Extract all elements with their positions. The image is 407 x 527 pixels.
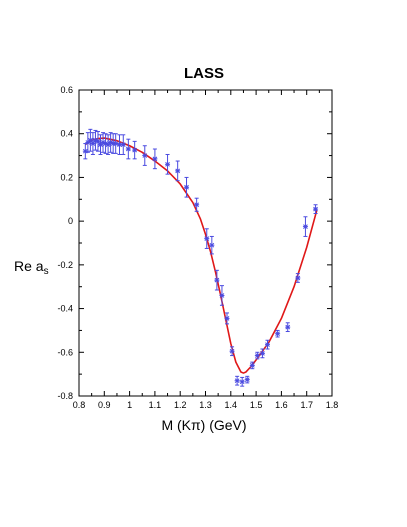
data-point (132, 140, 138, 160)
data-point (229, 346, 235, 357)
data-point (87, 128, 93, 152)
y-axis-label: Re as (14, 258, 49, 277)
data-point (82, 143, 88, 160)
x-tick-label: 1.2 (174, 400, 187, 410)
y-tick-label: -0.6 (57, 347, 73, 357)
data-point (244, 375, 250, 384)
x-tick-label: 1.3 (199, 400, 212, 410)
plot-frame (78, 89, 333, 397)
data-point (116, 134, 122, 155)
fit-line (84, 137, 318, 374)
data-point (313, 204, 319, 214)
y-tick-label: 0.4 (60, 129, 73, 139)
data-point (259, 348, 265, 359)
data-point (224, 312, 230, 325)
data-point (249, 361, 255, 370)
data-point (204, 228, 210, 249)
data-point (95, 131, 101, 152)
data-point (142, 145, 148, 166)
data-point (98, 134, 104, 155)
y-axis: 0.6 0.4 0.2 0 -0.2 -0.4 -0.6 -0.8 (57, 85, 332, 401)
x-axis: 0.8 0.9 1 1.1 1.2 1.3 1.4 1.5 1.6 1.7 1.8 (73, 90, 339, 410)
data-point (165, 153, 171, 175)
data-point (239, 376, 245, 387)
y-tick-label: 0.2 (60, 172, 73, 182)
x-tick-label: 1.5 (250, 400, 263, 410)
data-point (92, 129, 98, 151)
fit-curve (84, 137, 318, 374)
x-tick-label: 1.7 (300, 400, 313, 410)
data-point (275, 329, 281, 338)
data-point (285, 322, 291, 333)
data-point (125, 138, 131, 160)
data-point (264, 339, 270, 350)
data-point (120, 134, 126, 155)
x-tick-label: 1.4 (225, 400, 238, 410)
y-axis-label-main: Re a (14, 258, 44, 274)
x-tick-label: 0.9 (98, 400, 111, 410)
data-point (100, 132, 106, 153)
x-tick-label: 1.8 (326, 400, 339, 410)
x-tick-label: 0.8 (73, 400, 86, 410)
y-tick-label: -0.8 (57, 391, 73, 401)
data-point (85, 132, 91, 153)
data-point (214, 269, 220, 291)
y-tick-label: 0 (68, 216, 73, 226)
data-point (90, 132, 96, 155)
data-point (184, 176, 190, 198)
data-point (113, 133, 119, 154)
y-tick-label: -0.2 (57, 260, 73, 270)
x-tick-label: 1.1 (149, 400, 162, 410)
data-point (254, 351, 260, 360)
x-axis-label: M (Kπ) (GeV) (161, 417, 246, 433)
data-point (152, 148, 158, 170)
x-tick-label: 1.6 (275, 400, 288, 410)
y-tick-label: 0.6 (60, 85, 73, 95)
data-point (302, 216, 308, 237)
data-point (219, 285, 225, 306)
data-point (175, 160, 181, 182)
data-point (209, 235, 215, 255)
data-points (82, 128, 319, 387)
data-point (295, 273, 301, 283)
x-tick-label: 1 (127, 400, 132, 410)
y-tick-label: -0.4 (57, 304, 73, 314)
data-point (234, 375, 240, 386)
chart-title: LASS (184, 65, 224, 82)
data-point (194, 197, 200, 212)
y-axis-label-sub: s (44, 266, 49, 277)
